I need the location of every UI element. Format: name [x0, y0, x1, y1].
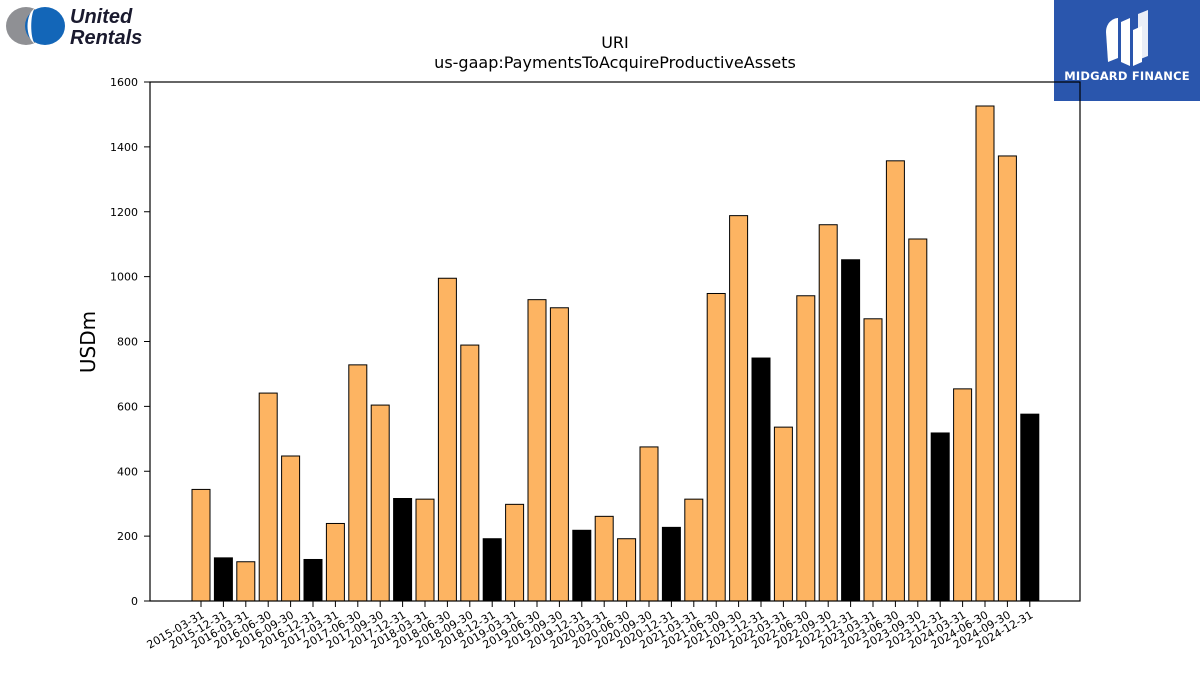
logo-text-united: United: [70, 6, 133, 28]
bar-2024-12-31: [1020, 413, 1040, 602]
y-tick-label: 1200: [110, 206, 138, 219]
bar-2016-12-31: [303, 558, 323, 602]
bar-2018-12-31: [482, 538, 502, 602]
bar-2019-12-31: [572, 529, 592, 602]
y-tick-label: 1600: [110, 76, 138, 89]
y-tick-label: 1400: [110, 141, 138, 154]
bar-2016-06-30: [258, 392, 278, 602]
midgard-finance-logo: MIDGARD FINANCE: [1054, 0, 1200, 101]
bar-2019-06-30: [527, 299, 547, 602]
bar-2017-06-30: [348, 364, 368, 602]
bar-2021-03-31: [684, 498, 704, 602]
bar-2020-06-30: [617, 538, 637, 602]
bar-2016-03-31: [236, 561, 256, 602]
bar-2023-09-30: [908, 238, 928, 602]
bar-2023-12-31: [930, 432, 950, 602]
bar-2016-09-30: [281, 455, 301, 602]
chart-title: URI: [601, 33, 629, 52]
bar-2022-09-30: [818, 224, 838, 602]
bar-2021-06-30: [706, 292, 726, 602]
y-tick-label: 1000: [110, 271, 138, 284]
united-rentals-logo: United Rentals: [6, 6, 142, 49]
y-tick-label: 400: [117, 465, 138, 478]
bar-2020-03-31: [594, 515, 614, 602]
bar-2022-03-31: [773, 426, 793, 602]
bar-2015-03-31: [191, 488, 211, 602]
bar-2022-06-30: [796, 295, 816, 602]
bar-2023-06-30: [885, 160, 905, 602]
midgard-finance-text: MIDGARD FINANCE: [1064, 69, 1190, 83]
y-tick-label: 200: [117, 530, 138, 543]
chart-marks: 020040060080010001200140016002015-03-312…: [110, 76, 1081, 652]
logo-blue-circle: [25, 7, 65, 45]
midgard-mark-icon: [1106, 10, 1148, 66]
y-axis-label: USDm: [76, 311, 100, 373]
bar-2019-03-31: [505, 503, 525, 602]
bar-2021-12-31: [751, 357, 771, 602]
bar-2024-06-30: [975, 105, 995, 602]
bar-2022-12-31: [841, 259, 861, 602]
y-tick-label: 600: [117, 400, 138, 413]
logo-text-rentals: Rentals: [70, 27, 142, 49]
chart-subtitle: us-gaap:PaymentsToAcquireProductiveAsset…: [434, 53, 796, 72]
bar-2020-09-30: [639, 446, 659, 602]
bar-2024-09-30: [997, 155, 1017, 602]
logo-swoosh: [27, 8, 35, 44]
bar-2018-06-30: [437, 277, 457, 602]
bar-2015-12-31: [213, 557, 233, 602]
bar-2017-09-30: [370, 404, 390, 602]
bar-2017-12-31: [393, 498, 413, 602]
y-tick-label: 800: [117, 336, 138, 349]
bar-2018-03-31: [415, 498, 435, 602]
bar-2017-03-31: [325, 522, 345, 602]
bar-2023-03-31: [863, 318, 883, 602]
bar-2020-12-31: [661, 526, 681, 602]
y-tick-label: 0: [131, 595, 138, 608]
bar-2024-03-31: [953, 388, 973, 602]
bar-2018-09-30: [460, 344, 480, 602]
bar-2021-09-30: [729, 215, 749, 602]
bar-2019-09-30: [549, 307, 569, 602]
